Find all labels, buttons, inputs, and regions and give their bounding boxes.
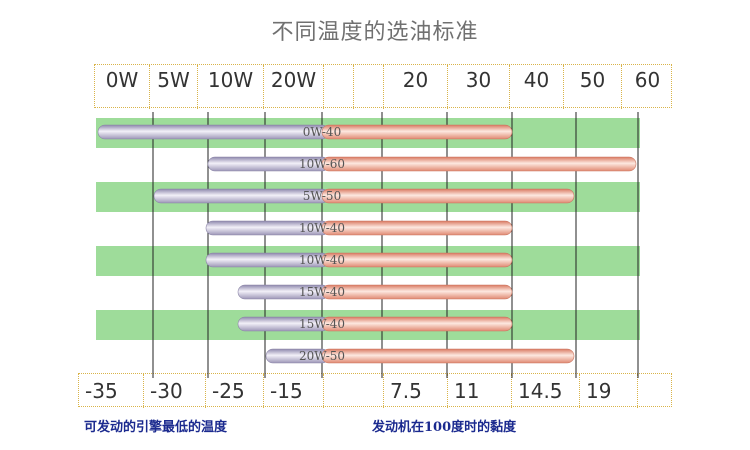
top-tick-label: 50 [563,65,621,109]
caption-viscosity-100: 发动机在100度时的黏度 [372,420,517,435]
bar-label: 0W-40 [303,125,341,139]
bar-hot-segment [321,316,513,332]
top-tick-label: 20 [383,65,447,109]
top-tick-label: 10W [197,65,263,109]
top-axis-spacer [323,65,353,109]
bottom-tick-label: 7.5 [383,374,447,408]
bar-hot-segment [321,188,575,204]
bottom-tick-label: 11 [447,374,511,408]
top-axis-spacer [353,65,383,109]
bottom-tick-label: 19 [579,374,637,408]
chart-title: 不同温度的选油标准 [271,20,479,45]
bar-hot-segment [321,348,575,364]
top-tick-label: 60 [621,65,673,109]
bottom-tick-label: -35 [85,379,118,403]
bar-label: 15W-40 [299,317,345,331]
caption-min-engine-temp: 可发动的引擎最低的温度 [84,420,228,435]
bottom-axis-spacer [323,374,383,408]
top-tick-label: 40 [509,65,563,109]
bar-label: 20W-50 [299,349,345,363]
bottom-tick-label: -30 [143,374,205,408]
bottom-axis-spacer [637,374,673,408]
top-tick-label: 5W [149,65,197,109]
bottom-axis: -35 -30 -25 -15 7.5 11 14.5 19 [78,373,673,408]
top-axis: 0W 5W 10W 20W 20 30 40 50 60 [94,64,673,109]
bar-label: 5W-50 [303,189,341,203]
bottom-tick-label: 14.5 [511,374,579,408]
top-tick-label: 30 [447,65,509,109]
bar-label: 10W-40 [299,221,345,235]
bar-hot-segment [321,252,513,268]
bar-cold-segment [97,124,330,140]
bar-label: 15W-40 [299,285,345,299]
bottom-tick-label: -25 [205,374,263,408]
bar-hot-segment [321,124,513,140]
bar-label: 10W-40 [299,253,345,267]
bar-hot-segment [321,156,637,172]
bar-hot-segment [321,284,513,300]
top-tick-label: 0W [105,68,139,92]
bar-hot-segment [321,220,513,236]
bar-label: 10W-60 [299,157,345,171]
bottom-tick-label: -15 [263,374,323,408]
top-tick-label: 20W [263,65,323,109]
